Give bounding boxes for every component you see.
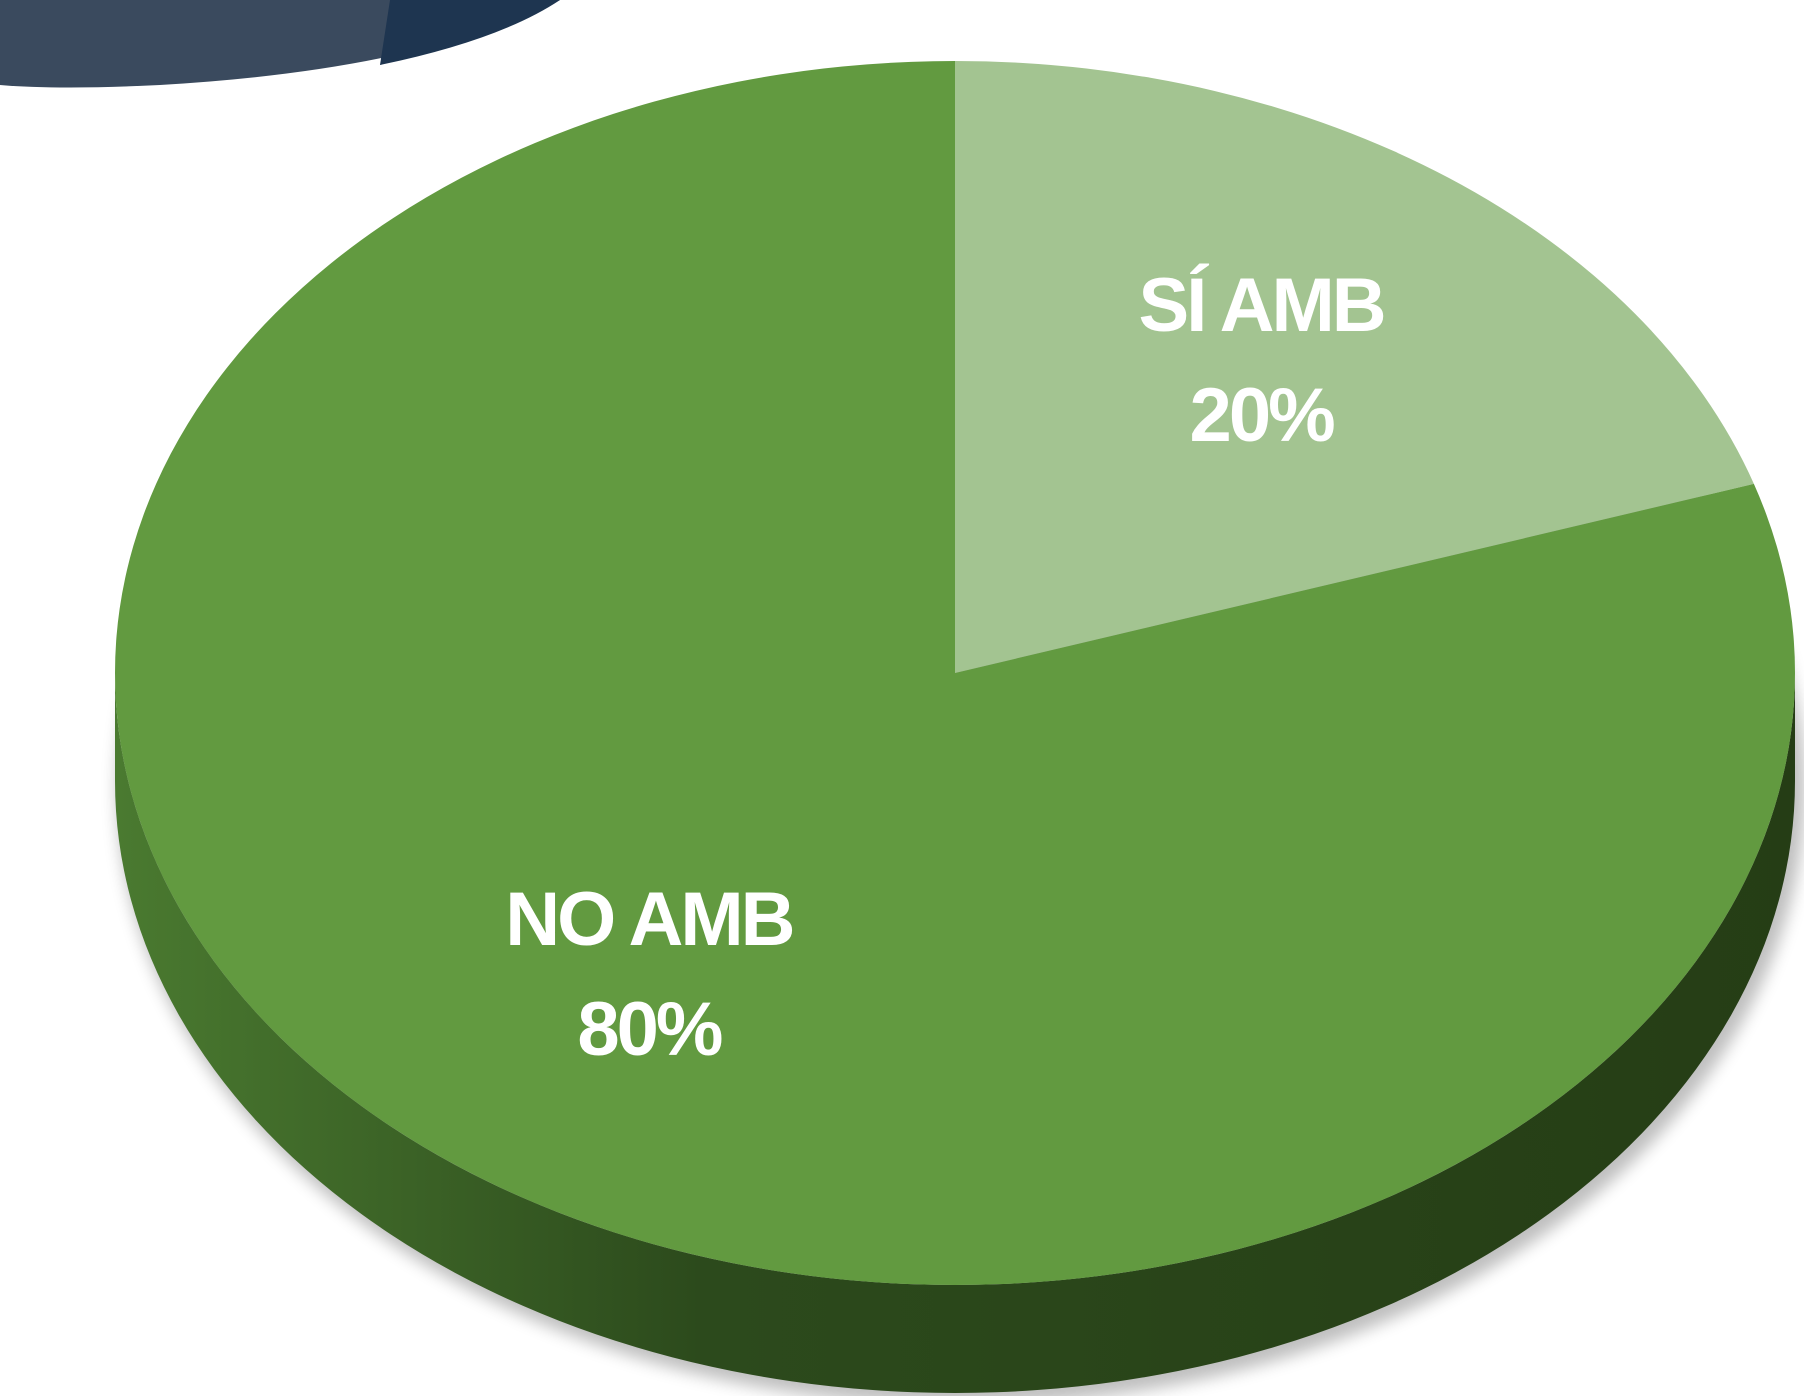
pie-slice [115, 61, 1796, 1286]
slice-value-label: 80% [577, 987, 722, 1072]
slice-label: SÍ AMB [1139, 263, 1384, 348]
slice-value-label: 20% [1190, 373, 1335, 458]
pie: SÍ AMB 20% NO AMB 80% [115, 61, 1804, 1396]
pie-slice [955, 61, 1754, 673]
pie-side [115, 673, 1795, 1393]
slice-label: NO AMB [505, 877, 792, 962]
decor-shape [380, 0, 560, 65]
